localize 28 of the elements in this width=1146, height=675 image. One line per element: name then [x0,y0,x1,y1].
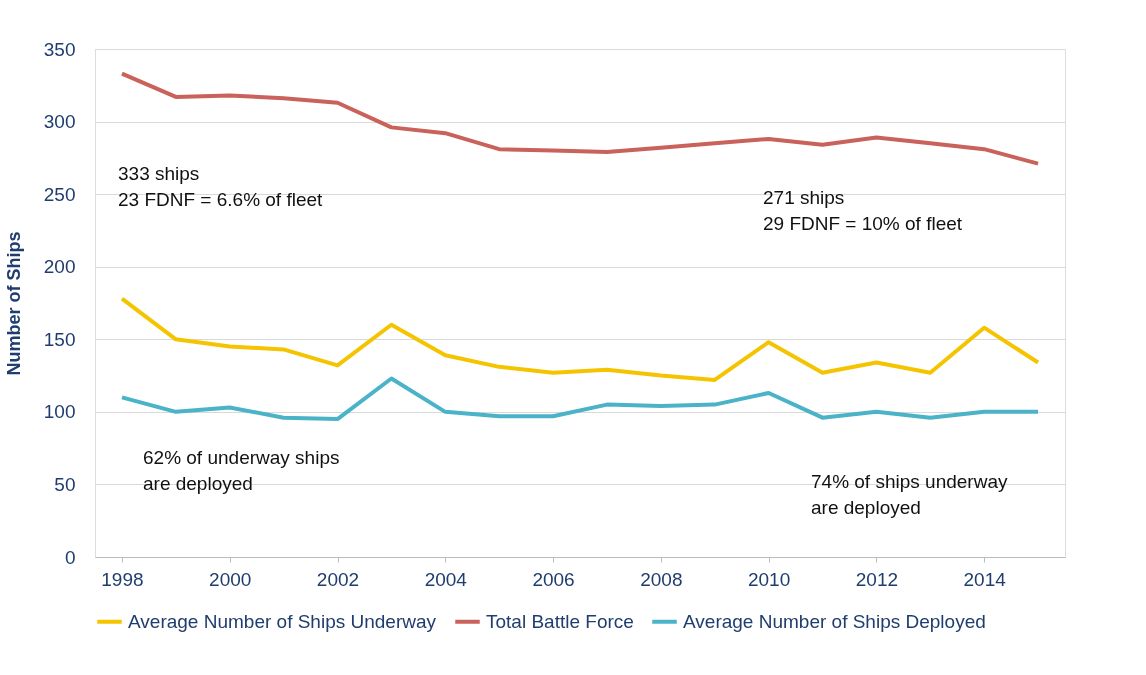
y-tick-label: 100 [43,401,76,423]
line-series [119,296,1041,382]
x-tick-label: 1998 [101,568,144,590]
x-tick-label: 2010 [747,568,791,590]
x-tick-label: 2012 [855,568,899,590]
x-tick-label: 2008 [640,568,683,590]
x-tick-label: 2014 [963,568,1007,590]
x-tick-label: 2006 [532,568,575,590]
y-tick-label: 300 [43,111,76,133]
y-tick-label: 350 [43,38,76,60]
x-tick-label: 2002 [316,568,360,590]
y-tick-label: 200 [43,256,76,278]
y-tick-label: 0 [64,546,76,568]
y-tick-label: 150 [43,328,76,350]
annotation: 62% of underway ships are deployed [143,447,340,494]
y-tick-label: 50 [54,473,76,495]
line-series [119,376,1041,422]
legend-label: Average Number of Ships Underway [128,610,437,632]
legend-label: Total Battle Force [486,610,634,632]
legend-label: Average Number of Ships Deployed [683,610,986,632]
annotation: 271 ships 29 FDNF = 10% of fleet [763,187,963,234]
annotation: 74% of ships underway are deployed [811,471,1008,518]
y-tick-label: 250 [43,183,76,205]
annotation: 333 ships 23 FDNF = 6.6% of fleet [118,163,324,210]
y-axis-title: Number of Ships [3,231,24,376]
x-tick-label: 2000 [209,568,252,590]
x-tick-label: 2004 [424,568,468,590]
line-series [119,71,1041,166]
